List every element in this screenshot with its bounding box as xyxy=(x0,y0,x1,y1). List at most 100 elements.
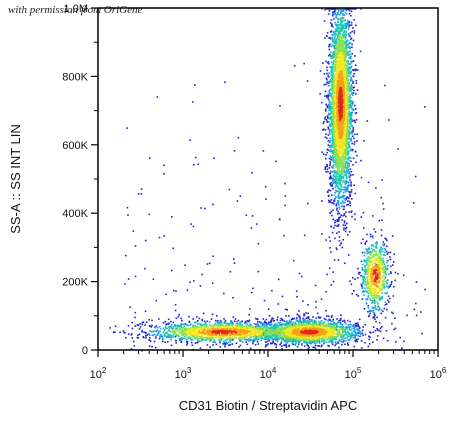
event-dot xyxy=(277,328,280,330)
event-dot xyxy=(336,325,338,328)
event-dot xyxy=(346,106,349,108)
event-dot xyxy=(346,140,349,142)
event-dot xyxy=(307,202,309,205)
event-dot xyxy=(164,331,167,334)
event-dot xyxy=(337,173,340,176)
event-dot xyxy=(195,328,198,331)
event-dot xyxy=(192,225,195,228)
event-dot xyxy=(162,331,164,334)
event-dot xyxy=(333,52,336,54)
event-dot xyxy=(341,155,344,158)
event-dot xyxy=(247,320,250,323)
event-dot xyxy=(330,68,333,71)
event-dot xyxy=(343,171,345,174)
event-dot xyxy=(359,50,362,53)
event-dot xyxy=(168,329,170,332)
event-dot xyxy=(338,218,340,221)
event-dot xyxy=(329,183,331,185)
event-dot xyxy=(336,179,339,182)
event-dot xyxy=(339,46,342,49)
event-dot xyxy=(281,338,284,340)
event-dot xyxy=(328,130,331,132)
event-dot xyxy=(357,324,359,326)
event-dot xyxy=(265,332,267,334)
event-dot xyxy=(335,156,337,158)
event-dot xyxy=(354,104,356,107)
event-dot xyxy=(332,91,335,94)
event-dot xyxy=(244,325,247,327)
event-dot xyxy=(367,310,369,313)
event-dot xyxy=(402,274,405,277)
event-dot xyxy=(330,93,333,96)
event-dot xyxy=(293,317,296,320)
event-dot xyxy=(331,231,334,234)
event-dot xyxy=(363,259,366,261)
event-dot xyxy=(347,115,349,117)
event-dot xyxy=(313,322,316,324)
event-dot xyxy=(368,256,371,259)
event-dot xyxy=(331,86,334,88)
event-dot xyxy=(331,90,334,92)
event-dot xyxy=(346,119,349,121)
event-dot xyxy=(224,343,226,346)
event-dot xyxy=(325,309,327,312)
event-dot xyxy=(343,31,345,34)
event-dot xyxy=(369,233,372,236)
event-dot xyxy=(281,328,284,330)
event-dot xyxy=(325,94,328,97)
event-dot xyxy=(321,200,323,202)
event-dot xyxy=(340,48,342,50)
event-dot xyxy=(230,322,232,325)
event-dot xyxy=(347,78,349,81)
event-dot xyxy=(383,265,385,268)
event-dot xyxy=(239,326,242,328)
event-dot xyxy=(366,249,369,251)
event-dot xyxy=(373,300,375,303)
event-dot xyxy=(289,323,291,325)
event-dot xyxy=(352,75,355,77)
event-dot xyxy=(342,191,345,194)
event-dot xyxy=(338,36,341,39)
event-dot xyxy=(372,296,374,299)
event-dot xyxy=(328,9,331,12)
event-dot xyxy=(215,324,217,326)
event-dot xyxy=(285,323,288,326)
event-dot xyxy=(281,295,284,298)
event-dot xyxy=(151,345,153,348)
event-dot xyxy=(313,324,315,326)
event-dot xyxy=(334,24,337,26)
event-dot xyxy=(287,340,290,342)
event-dot xyxy=(281,348,283,350)
event-dot xyxy=(339,333,341,336)
event-dot xyxy=(245,322,248,324)
event-dot xyxy=(190,328,193,330)
event-dot xyxy=(291,318,293,321)
event-dot xyxy=(361,263,364,266)
event-dot xyxy=(322,62,324,64)
event-dot xyxy=(340,179,343,182)
event-dot xyxy=(376,301,379,304)
event-dot xyxy=(330,103,333,105)
event-dot xyxy=(329,53,331,56)
event-dot xyxy=(235,324,238,327)
event-dot xyxy=(345,154,347,157)
event-dot xyxy=(148,345,151,347)
event-dot xyxy=(365,270,367,272)
event-dot xyxy=(342,47,344,49)
event-dot xyxy=(349,191,351,194)
event-dot xyxy=(233,150,236,152)
event-dot xyxy=(179,339,181,342)
event-dot xyxy=(238,325,240,327)
event-dot xyxy=(184,323,187,325)
event-dot xyxy=(381,250,384,253)
event-dot xyxy=(329,337,331,340)
event-dot xyxy=(307,317,310,320)
event-dot xyxy=(342,224,345,226)
event-dot xyxy=(328,194,330,197)
event-dot xyxy=(327,54,330,57)
event-dot xyxy=(324,116,327,118)
event-dot xyxy=(322,337,325,340)
event-dot xyxy=(372,245,375,247)
event-dot xyxy=(326,273,328,276)
event-dot xyxy=(348,332,351,334)
